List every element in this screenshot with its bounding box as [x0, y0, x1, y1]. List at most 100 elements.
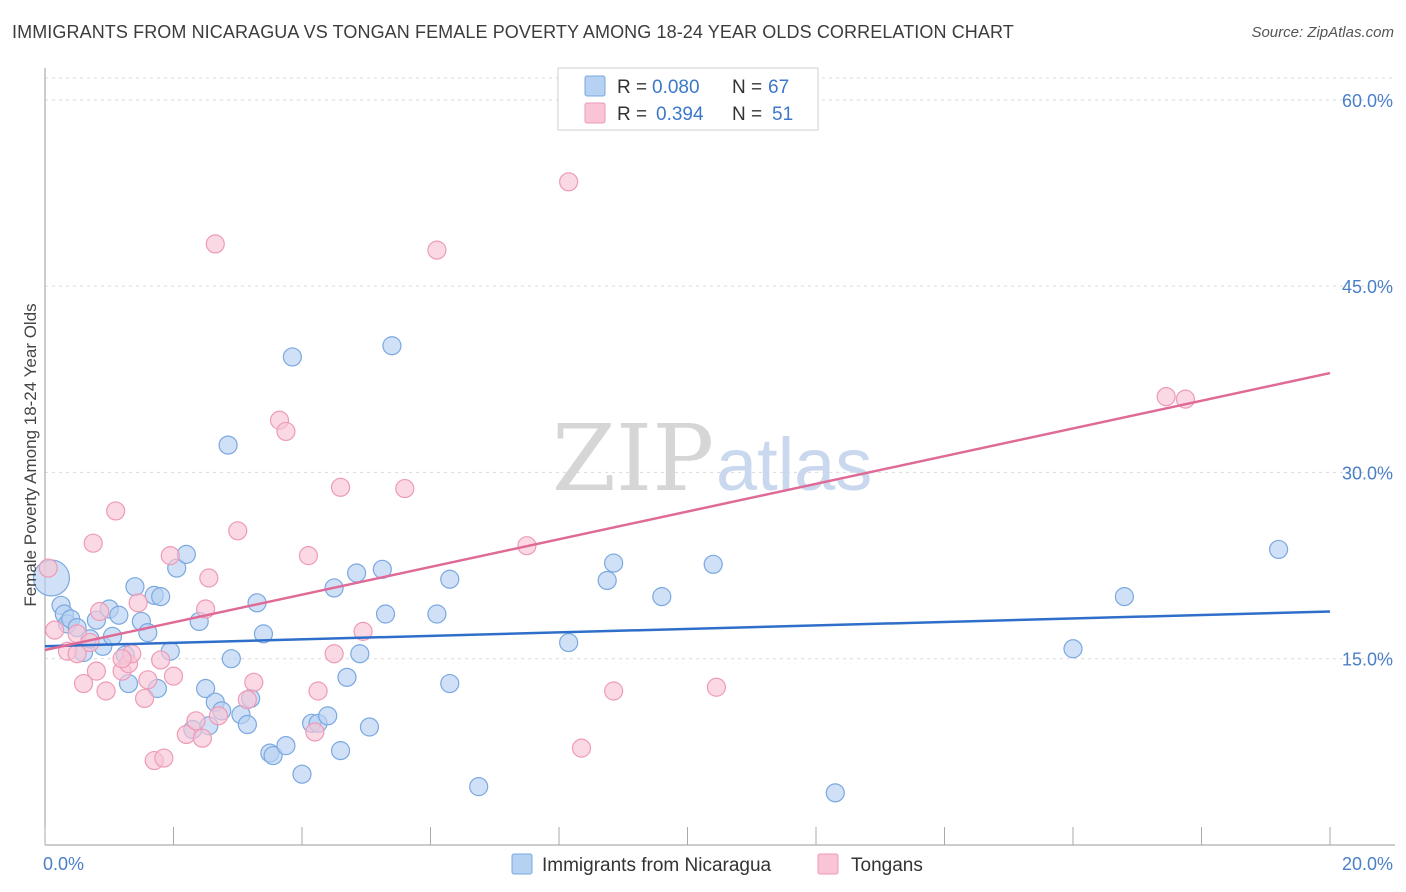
point-tongans: [67, 644, 87, 664]
point-tongans: [205, 234, 225, 254]
point-tongans: [208, 706, 229, 726]
y-tick-label: 60.0%: [1342, 91, 1393, 111]
y-tick-label: 15.0%: [1342, 650, 1393, 670]
point-nicaragua: [469, 777, 489, 797]
point-nicaragua: [347, 563, 367, 583]
trend-lines: [44, 371, 1331, 652]
point-nicaragua: [292, 764, 312, 784]
bottom-legend-swatch-nicaragua: [511, 853, 533, 875]
legend-r-value-1: 0.080: [652, 77, 700, 98]
point-tongans: [86, 661, 107, 681]
point-nicaragua: [604, 553, 624, 573]
x-tick-label: 0.0%: [43, 854, 84, 874]
point-nicaragua: [330, 741, 351, 761]
point-tongans: [571, 738, 592, 758]
x-tick-label: 20.0%: [1342, 854, 1393, 874]
legend-r-label-1: R =: [617, 77, 647, 98]
point-nicaragua: [1268, 539, 1289, 560]
point-tongans: [324, 644, 344, 664]
point-nicaragua: [359, 717, 380, 737]
point-nicaragua: [427, 604, 447, 624]
point-nicaragua: [350, 644, 370, 664]
point-nicaragua: [218, 435, 238, 455]
point-tongans: [305, 722, 325, 742]
point-nicaragua: [196, 678, 216, 699]
legend-n-value-2: 51: [772, 104, 793, 125]
point-tongans: [228, 521, 248, 541]
legend-swatch-nicaragua: [584, 75, 606, 97]
point-tongans: [151, 650, 171, 670]
point-tongans: [353, 621, 373, 641]
point-tongans: [298, 546, 319, 566]
point-tongans: [395, 478, 415, 499]
point-tongans: [186, 711, 206, 731]
point-nicaragua: [382, 336, 402, 356]
point-nicaragua: [276, 736, 296, 756]
watermark-zip: ZIP: [552, 405, 714, 512]
point-tongans: [604, 681, 624, 701]
point-nicaragua: [318, 706, 338, 726]
point-tongans: [1156, 387, 1176, 407]
point-nicaragua: [375, 604, 396, 624]
y-tick-label: 30.0%: [1342, 463, 1393, 483]
point-nicaragua: [263, 745, 283, 766]
point-tongans: [192, 728, 213, 748]
point-tongans: [308, 681, 328, 701]
legend-n-value-1: 67: [768, 77, 789, 98]
point-tongans: [559, 172, 579, 192]
legend-n-label-1: N =: [732, 77, 762, 98]
trend-line-tongans: [44, 371, 1331, 652]
point-tongans: [154, 748, 174, 768]
point-nicaragua: [253, 624, 274, 644]
point-nicaragua: [151, 587, 171, 607]
trend-line-nicaragua: [44, 610, 1331, 648]
point-tongans: [163, 666, 184, 686]
point-tongans: [276, 421, 296, 442]
point-nicaragua: [221, 649, 241, 669]
point-nicaragua: [703, 554, 723, 574]
point-tongans: [112, 649, 132, 669]
point-tongans: [83, 533, 103, 553]
point-nicaragua: [176, 544, 196, 564]
bottom-legend-swatch-tongans: [817, 853, 839, 875]
point-tongans: [237, 690, 257, 710]
point-tongans: [38, 558, 58, 578]
point-nicaragua: [440, 673, 460, 694]
point-tongans: [244, 672, 264, 692]
point-nicaragua: [1114, 587, 1135, 607]
legend-r-value-2: 0.394: [656, 104, 704, 125]
point-tongans: [134, 688, 155, 709]
point-nicaragua: [597, 570, 617, 591]
point-nicaragua: [652, 587, 672, 607]
point-tongans: [90, 601, 110, 622]
legend-n-label-2: N =: [732, 104, 762, 125]
watermark-atlas: atlas: [716, 423, 872, 506]
point-nicaragua: [337, 667, 357, 687]
bottom-legend-label-tongans: Tongans: [851, 855, 923, 876]
point-tongans: [128, 593, 148, 613]
grid-lines: [45, 77, 1395, 660]
point-tongans: [427, 240, 447, 260]
source-label: Source: ZipAtlas.com: [1251, 24, 1394, 41]
point-nicaragua: [237, 714, 257, 735]
point-tongans: [138, 670, 158, 690]
point-tongans: [96, 681, 116, 701]
y-tick-label: 45.0%: [1342, 277, 1393, 297]
y-axis-label: Female Poverty Among 18-24 Year Olds: [21, 303, 40, 606]
point-nicaragua: [440, 569, 460, 589]
point-nicaragua: [825, 783, 845, 803]
chart-title: IMMIGRANTS FROM NICARAGUA VS TONGAN FEMA…: [12, 22, 1014, 42]
point-nicaragua: [109, 605, 129, 625]
point-tongans: [330, 477, 351, 497]
watermark: ZIP atlas: [552, 405, 872, 512]
legend-swatch-tongans: [584, 102, 606, 124]
point-tongans: [106, 501, 126, 521]
legend-box: R = 0.080 N = 67 R = 0.394 N = 51: [557, 67, 819, 131]
point-tongans: [160, 546, 180, 566]
axes: [44, 68, 1395, 846]
point-tongans: [73, 673, 94, 694]
bottom-legend-label-nicaragua: Immigrants from Nicaragua: [542, 855, 772, 876]
legend-r-label-2: R =: [617, 104, 647, 125]
point-tongans: [45, 620, 65, 640]
